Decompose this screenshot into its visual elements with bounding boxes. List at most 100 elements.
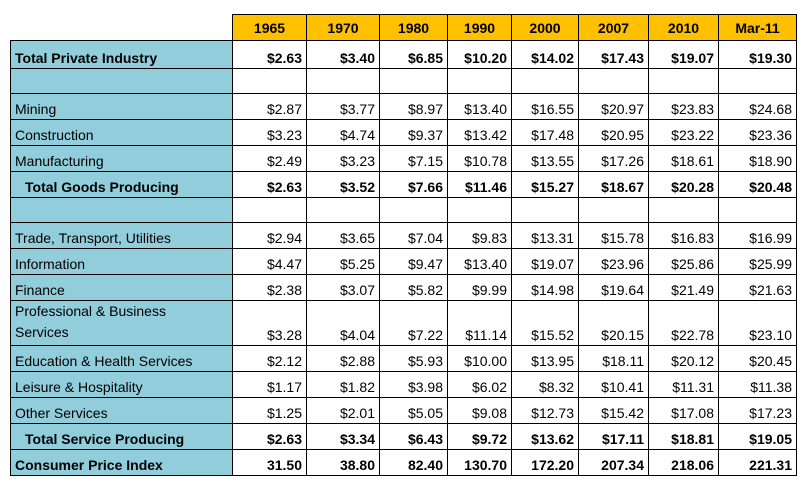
value-cell: $9.99 [447, 274, 512, 301]
data-row: Trade, Transport, Utilities $2.94 $3.65 $7.… [10, 222, 797, 249]
value-cell: $13.40 [447, 248, 512, 275]
value-cell: $13.42 [447, 119, 512, 146]
value-cell: $18.90 [718, 145, 797, 172]
data-row: Total Private Industry $2.63 $3.40 $6.85 $10… [10, 40, 797, 69]
row-label-cell: Total Private Industry [10, 40, 233, 69]
value-cell: $3.40 [306, 40, 380, 69]
data-row: Construction $3.23 $4.74 $9.37 $13.42 $17.48 $… [10, 119, 797, 146]
row-label: Mining [15, 101, 57, 117]
value-cell: $3.52 [306, 171, 380, 198]
row-label: Other Services [15, 405, 108, 421]
value-cell: $21.49 [648, 274, 719, 301]
value-cell: $1.82 [306, 371, 380, 398]
blank-cell [511, 197, 579, 223]
value-cell: $11.14 [447, 300, 512, 346]
value-cell: $20.28 [648, 171, 719, 198]
row-label-cell: Trade, Transport, Utilities [10, 222, 233, 249]
value-cell: $15.42 [578, 397, 649, 424]
value-cell: $5.25 [306, 248, 380, 275]
value-cell: $20.95 [578, 119, 649, 146]
row-label: Education & Health Services [15, 353, 193, 369]
value-cell: $5.82 [379, 274, 448, 301]
blank-cell [447, 68, 512, 94]
value-cell: $9.47 [379, 248, 448, 275]
column-header: 1980 [379, 14, 448, 41]
value-cell: $7.22 [379, 300, 448, 346]
value-cell: $1.25 [232, 397, 307, 424]
column-header: 1970 [306, 14, 380, 41]
blank-cell [447, 197, 512, 223]
value-cell: $6.02 [447, 371, 512, 398]
value-cell: $9.37 [379, 119, 448, 146]
value-cell: $20.97 [578, 93, 649, 120]
value-cell: $10.00 [447, 345, 512, 372]
value-cell: $11.46 [447, 171, 512, 198]
blank-cell [379, 197, 448, 223]
value-cell: $6.43 [379, 423, 448, 450]
row-label: Construction [15, 127, 94, 143]
blank-label-cell [10, 197, 233, 223]
value-cell: $10.20 [447, 40, 512, 69]
value-cell: 207.34 [578, 449, 649, 476]
value-cell: $19.07 [511, 248, 579, 275]
row-label-cell: Construction [10, 119, 233, 146]
data-row: Mining $2.87 $3.77 $8.97 $13.40 $16.55 $20.97 $… [10, 93, 797, 120]
value-cell: $14.98 [511, 274, 579, 301]
row-label-cell: Consumer Price Index [10, 449, 233, 476]
data-row: Finance $2.38 $3.07 $5.82 $9.99 $14.98 $19.64 $… [10, 274, 797, 301]
value-cell: $8.97 [379, 93, 448, 120]
blank-cell [306, 197, 380, 223]
value-cell: $4.47 [232, 248, 307, 275]
blank-cell [379, 68, 448, 94]
blank-cell [511, 68, 579, 94]
blank-cell [648, 197, 719, 223]
value-cell: $17.48 [511, 119, 579, 146]
value-cell: $6.85 [379, 40, 448, 69]
data-row: Consumer Price Index 31.50 38.80 82.40 130.7… [10, 449, 797, 476]
value-cell: $13.31 [511, 222, 579, 249]
value-cell: $3.07 [306, 274, 380, 301]
value-cell: $15.52 [511, 300, 579, 346]
value-cell: $4.74 [306, 119, 380, 146]
row-label-cell: Information [10, 248, 233, 275]
row-label: Trade, Transport, Utilities [15, 230, 171, 246]
value-cell: $2.63 [232, 40, 307, 69]
value-cell: 218.06 [648, 449, 719, 476]
value-cell: $19.05 [718, 423, 797, 450]
value-cell: $17.43 [578, 40, 649, 69]
value-cell: $3.65 [306, 222, 380, 249]
blank-cell [578, 197, 649, 223]
value-cell: 221.31 [718, 449, 797, 476]
row-label: Professional & Business Services [15, 303, 166, 340]
row-label-cell: Mining [10, 93, 233, 120]
value-cell: $7.15 [379, 145, 448, 172]
row-label-cell: Finance [10, 274, 233, 301]
table-body: Total Private Industry $2.63 $3.40 $6.85 $10… [10, 40, 797, 476]
value-cell: $17.08 [648, 397, 719, 424]
value-cell: $25.86 [648, 248, 719, 275]
data-row: Education & Health Services $2.12 $2.88 $5.… [10, 345, 797, 372]
row-label: Manufacturing [15, 153, 104, 169]
row-label-cell: Manufacturing [10, 145, 233, 172]
value-cell: $18.61 [648, 145, 719, 172]
value-cell: $11.31 [648, 371, 719, 398]
column-header: 1965 [232, 14, 307, 41]
value-cell: 130.70 [447, 449, 512, 476]
spacer-row [10, 197, 797, 223]
value-cell: $8.32 [511, 371, 579, 398]
earnings-table: 1965 1970 1980 1990 2000 2007 2010 Mar-11 Total… [10, 14, 797, 476]
value-cell: $2.88 [306, 345, 380, 372]
value-cell: $18.67 [578, 171, 649, 198]
value-cell: $23.36 [718, 119, 797, 146]
value-cell: $22.78 [648, 300, 719, 346]
blank-label-cell [10, 68, 233, 94]
data-row: Manufacturing $2.49 $3.23 $7.15 $10.78 $13.55… [10, 145, 797, 172]
row-label-cell: Leisure & Hospitality [10, 371, 233, 398]
value-cell: $1.17 [232, 371, 307, 398]
value-cell: $9.08 [447, 397, 512, 424]
value-cell: 82.40 [379, 449, 448, 476]
value-cell: $18.11 [578, 345, 649, 372]
blank-cell [718, 68, 797, 94]
row-label: Leisure & Hospitality [15, 379, 143, 395]
row-label-cell: Total Service Producing [10, 423, 233, 450]
